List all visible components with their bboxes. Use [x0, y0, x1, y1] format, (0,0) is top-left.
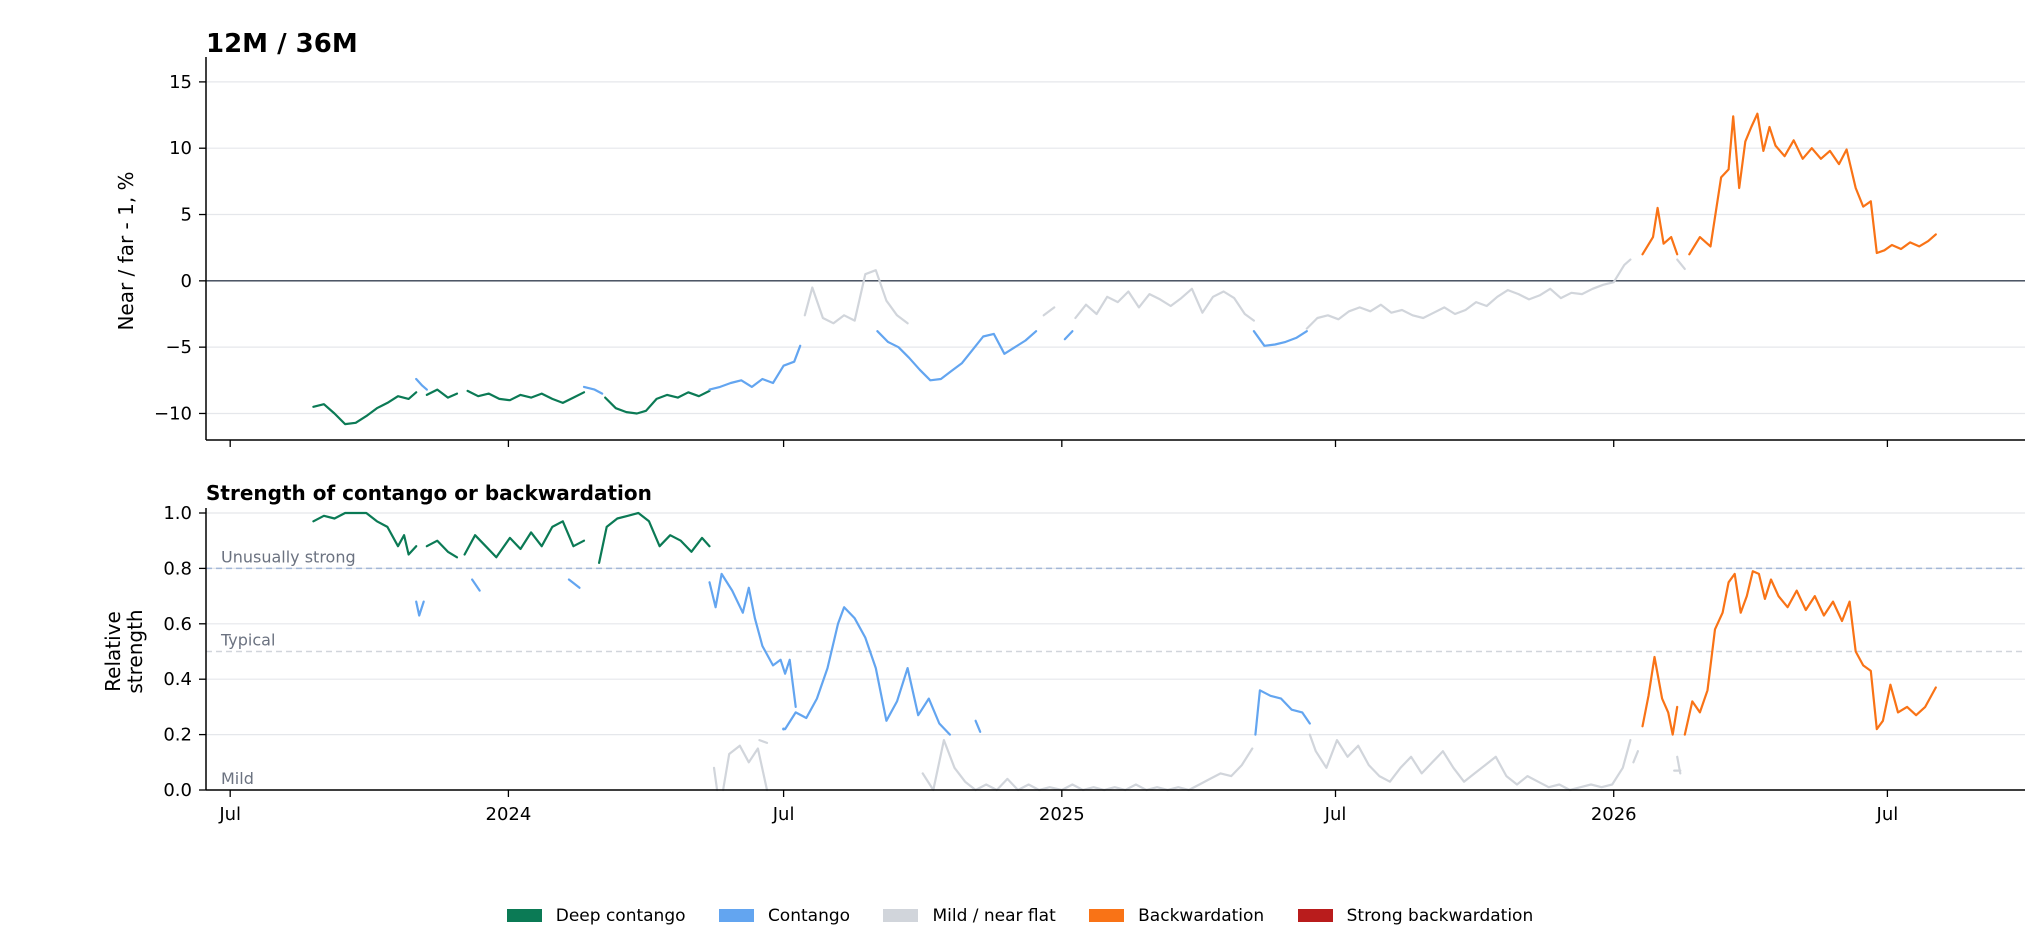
- legend-item-mild: Mild / near flat: [883, 906, 1056, 926]
- series-line-contango-2: [708, 344, 802, 391]
- series-line-contango-5: [783, 606, 952, 736]
- y-tick-label-1: 0.2: [163, 725, 192, 746]
- y-tick-label-5: 1.0: [163, 503, 192, 524]
- series-line-mild-near-flat-4: [1676, 258, 1686, 270]
- series-line-deep-contango-2: [466, 389, 586, 404]
- panel-1: −10 −5 0 5 10 15 12M / 36M Near / far - 1, %: [114, 29, 2025, 447]
- reference-label-mild: Mild: [221, 769, 254, 788]
- series-line-deep-contango-3: [597, 511, 711, 565]
- legend-item-deep-contango: Deep contango: [506, 906, 686, 926]
- series-line-deep-contango-2: [463, 520, 586, 559]
- panel-title: Strength of contango or backwardation: [206, 481, 652, 505]
- y-tick-label-3: 5: [181, 205, 192, 226]
- series-line-contango-7: [1254, 689, 1311, 736]
- y-tick-label-0: 0.0: [163, 780, 192, 801]
- legend-swatch-deep-contango: [506, 909, 542, 922]
- y-axis-label: Relativestrength: [101, 609, 147, 693]
- y-tick-label-1: −5: [165, 337, 192, 358]
- y-axis-label-line-0: Relative: [101, 611, 125, 692]
- series-line-mild-near-flat-1: [1042, 306, 1056, 317]
- series-line-deep-contango-1: [425, 539, 459, 559]
- y-axis-label: Near / far - 1, %: [114, 171, 138, 330]
- legend-label-strong-backwardation: Strong backwardation: [1346, 906, 1534, 926]
- legend-swatch-contango: [718, 909, 754, 922]
- y-tick-label-4: 10: [169, 138, 192, 159]
- y-tick-label-5: 15: [169, 72, 192, 93]
- series-line-mild-near-flat-5: [1632, 750, 1640, 764]
- legend-label-deep-contango: Deep contango: [555, 906, 686, 926]
- panel-2: Unusually strong Typical Mild 0.0 0.2 0.4 0.6 0…: [101, 481, 2025, 825]
- series-line-mild-near-flat-2: [758, 738, 769, 745]
- series-line-mild-near-flat-0: [712, 766, 719, 792]
- series-line-deep-contango-0: [312, 391, 418, 426]
- legend: Deep contango Contango Mild / near flat …: [0, 906, 2040, 926]
- series-line-mild-near-flat-7: [1676, 755, 1682, 775]
- series-line-contango-1: [471, 578, 481, 592]
- series-line-deep-contango-0: [312, 511, 418, 556]
- series-line-contango-3: [876, 330, 1038, 382]
- chart-title: 12M / 36M: [206, 29, 358, 59]
- legend-item-strong-backwardation: Strong backwardation: [1297, 906, 1534, 926]
- x-tick-label-4: Jul: [1324, 804, 1347, 825]
- y-axis-label-line-1: strength: [123, 609, 147, 693]
- series-line-contango-2: [567, 578, 581, 589]
- y-tick-label-4: 0.8: [163, 558, 192, 579]
- series-line-contango-5: [1252, 330, 1308, 347]
- series-line-backwardation-0: [1641, 655, 1679, 736]
- series-line-backwardation-0: [1641, 206, 1679, 256]
- x-tick-label-0: Jul: [218, 804, 241, 825]
- series-line-backwardation-1: [1683, 570, 1937, 736]
- y-tick-label-0: −10: [154, 403, 192, 424]
- x-tick-label-3: 2025: [1039, 804, 1085, 825]
- series-line-mild-near-flat-3: [921, 738, 1254, 792]
- legend-label-mild: Mild / near flat: [932, 906, 1056, 926]
- y-tick-label-3: 0.6: [163, 614, 192, 635]
- legend-label-backwardation: Backwardation: [1138, 906, 1265, 926]
- series-line-mild-near-flat-0: [803, 269, 909, 325]
- series-line-contango-0: [415, 600, 425, 617]
- x-tick-label-2: Jul: [772, 804, 795, 825]
- reference-label-unusually-strong: Unusually strong: [221, 547, 356, 566]
- series-line-deep-contango-3: [604, 389, 711, 415]
- series-line-mild-near-flat-2: [1074, 287, 1256, 322]
- series-line-contango-6: [974, 719, 982, 733]
- legend-swatch-mild: [883, 909, 919, 922]
- series-line-contango-3: [708, 572, 797, 709]
- x-tick-label-6: Jul: [1876, 804, 1899, 825]
- series-line-mild-near-flat-4: [1308, 733, 1632, 792]
- series-line-backwardation-1: [1688, 112, 1937, 256]
- series-line-contango-4: [1063, 330, 1074, 341]
- series-line-contango-0: [415, 377, 428, 391]
- x-tick-label-1: 2024: [486, 804, 532, 825]
- legend-swatch-backwardation: [1089, 909, 1125, 922]
- series-line-deep-contango-1: [425, 388, 459, 399]
- legend-item-backwardation: Backwardation: [1089, 906, 1264, 926]
- series-line-mild-near-flat-1: [721, 744, 769, 792]
- x-tick-label-5: 2026: [1591, 804, 1637, 825]
- series-line-contango-1: [582, 385, 604, 395]
- legend-swatch-strong-backwardation: [1297, 909, 1333, 922]
- legend-item-contango: Contango: [718, 906, 851, 926]
- legend-label-contango: Contango: [767, 906, 851, 926]
- y-tick-label-2: 0: [181, 271, 192, 292]
- y-tick-label-2: 0.4: [163, 669, 192, 690]
- series-line-mild-near-flat-3: [1305, 258, 1632, 330]
- reference-label-typical: Typical: [220, 631, 275, 650]
